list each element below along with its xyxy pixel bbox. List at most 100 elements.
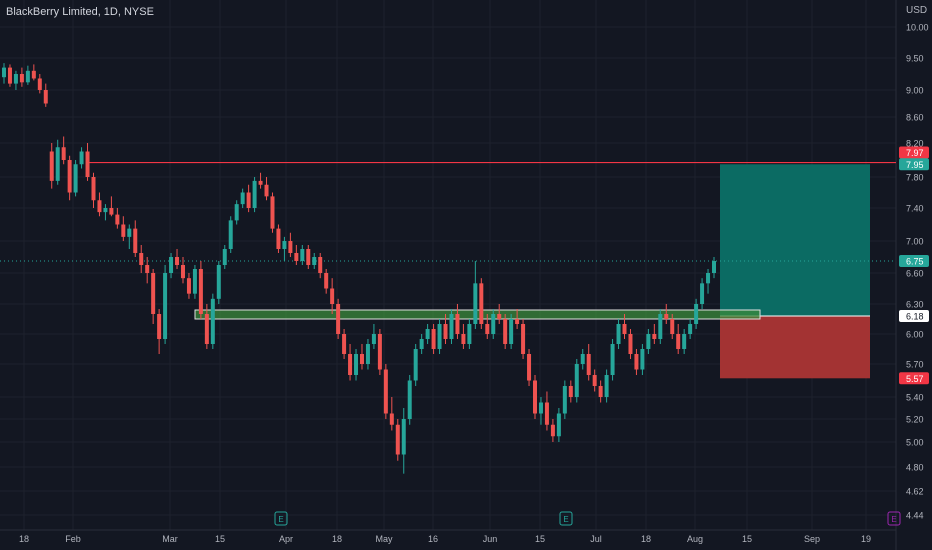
candle-body: [515, 319, 520, 324]
candle: [610, 339, 615, 381]
candle: [348, 344, 353, 381]
candle-body: [598, 386, 603, 397]
candle: [25, 65, 30, 85]
candle: [252, 177, 257, 213]
candle-body: [306, 249, 311, 265]
candle-body: [604, 375, 609, 397]
currency-label[interactable]: USD: [906, 5, 928, 16]
candle: [91, 172, 96, 208]
time-tick-label: 15: [742, 534, 752, 544]
candle-body: [527, 354, 532, 381]
candle: [556, 408, 561, 442]
event-marker-upcoming: E: [887, 511, 901, 526]
candle: [479, 278, 484, 329]
candle: [61, 136, 66, 165]
candle: [455, 304, 460, 339]
candle: [377, 329, 382, 375]
candle-body: [550, 424, 555, 437]
candle-body: [330, 288, 335, 304]
candle-body: [592, 375, 597, 386]
candle: [163, 265, 168, 344]
candle-body: [240, 192, 245, 205]
candle: [192, 265, 197, 299]
price-tick-label: 5.70: [906, 360, 924, 370]
time-tick-label: 19: [861, 534, 871, 544]
candle: [712, 257, 716, 279]
candle: [538, 397, 543, 425]
candle-body: [377, 334, 382, 370]
price-tick-label: 9.50: [906, 54, 924, 64]
candle: [449, 309, 454, 344]
candle-body: [210, 298, 215, 344]
candle-body: [568, 386, 573, 397]
candle-body: [300, 249, 305, 261]
candle: [246, 184, 251, 213]
price-badge-bg: [899, 158, 929, 171]
candle: [413, 344, 418, 386]
candle: [67, 155, 72, 201]
time-tick-label: 16: [428, 534, 438, 544]
candle-body: [449, 314, 454, 339]
candle-body: [336, 304, 341, 334]
candle: [180, 257, 185, 284]
candle-body: [700, 283, 705, 304]
event-marker-earnings: E: [274, 511, 288, 526]
candle-body: [646, 334, 651, 349]
symbol-title[interactable]: BlackBerry Limited, 1D, NYSE: [6, 6, 154, 18]
candle: [365, 339, 370, 370]
candle-body: [91, 177, 96, 201]
candle: [688, 319, 693, 339]
candle-body: [538, 402, 543, 414]
candle-body: [580, 354, 585, 364]
candle-body: [163, 273, 168, 339]
event-marker-box: [887, 511, 901, 526]
candle-body: [419, 339, 424, 349]
time-tick-label: Apr: [279, 534, 293, 544]
time-tick-label: Mar: [162, 534, 178, 544]
candle: [7, 64, 12, 87]
time-tick-label: 18: [641, 534, 651, 544]
candle-body: [503, 319, 508, 344]
candle: [401, 408, 406, 474]
candle-body: [706, 273, 711, 284]
candle: [151, 269, 156, 324]
price-badge-bg: [899, 146, 929, 159]
candle: [640, 344, 645, 375]
candle: [306, 245, 311, 269]
candle: [407, 375, 412, 425]
candle: [676, 324, 681, 354]
candle-body: [282, 241, 287, 249]
candle: [371, 324, 376, 349]
candle: [228, 216, 233, 253]
candle: [562, 380, 567, 419]
candle: [461, 324, 466, 349]
candle-body: [354, 354, 359, 375]
candle: [664, 304, 669, 324]
loss-zone: [720, 316, 870, 379]
candle-body: [2, 67, 6, 78]
candle-body: [521, 324, 526, 354]
candle: [467, 319, 472, 349]
candle: [533, 375, 538, 419]
price-badge-bg: [899, 372, 929, 385]
candle-body: [79, 151, 84, 165]
candle-body: [383, 369, 388, 414]
candle: [431, 324, 436, 354]
candle: [300, 245, 305, 265]
candle: [592, 369, 597, 392]
candle: [121, 216, 126, 241]
candle: [336, 298, 341, 339]
candle: [318, 253, 323, 279]
candle: [425, 324, 430, 344]
price-tick-label: 6.30: [906, 300, 924, 310]
candle: [312, 253, 317, 269]
candle: [354, 349, 359, 381]
candle: [115, 208, 120, 229]
candle: [700, 278, 705, 309]
event-marker-box: [559, 511, 573, 526]
candle-body: [186, 278, 191, 294]
candle-body: [67, 160, 72, 193]
candle: [383, 364, 388, 419]
